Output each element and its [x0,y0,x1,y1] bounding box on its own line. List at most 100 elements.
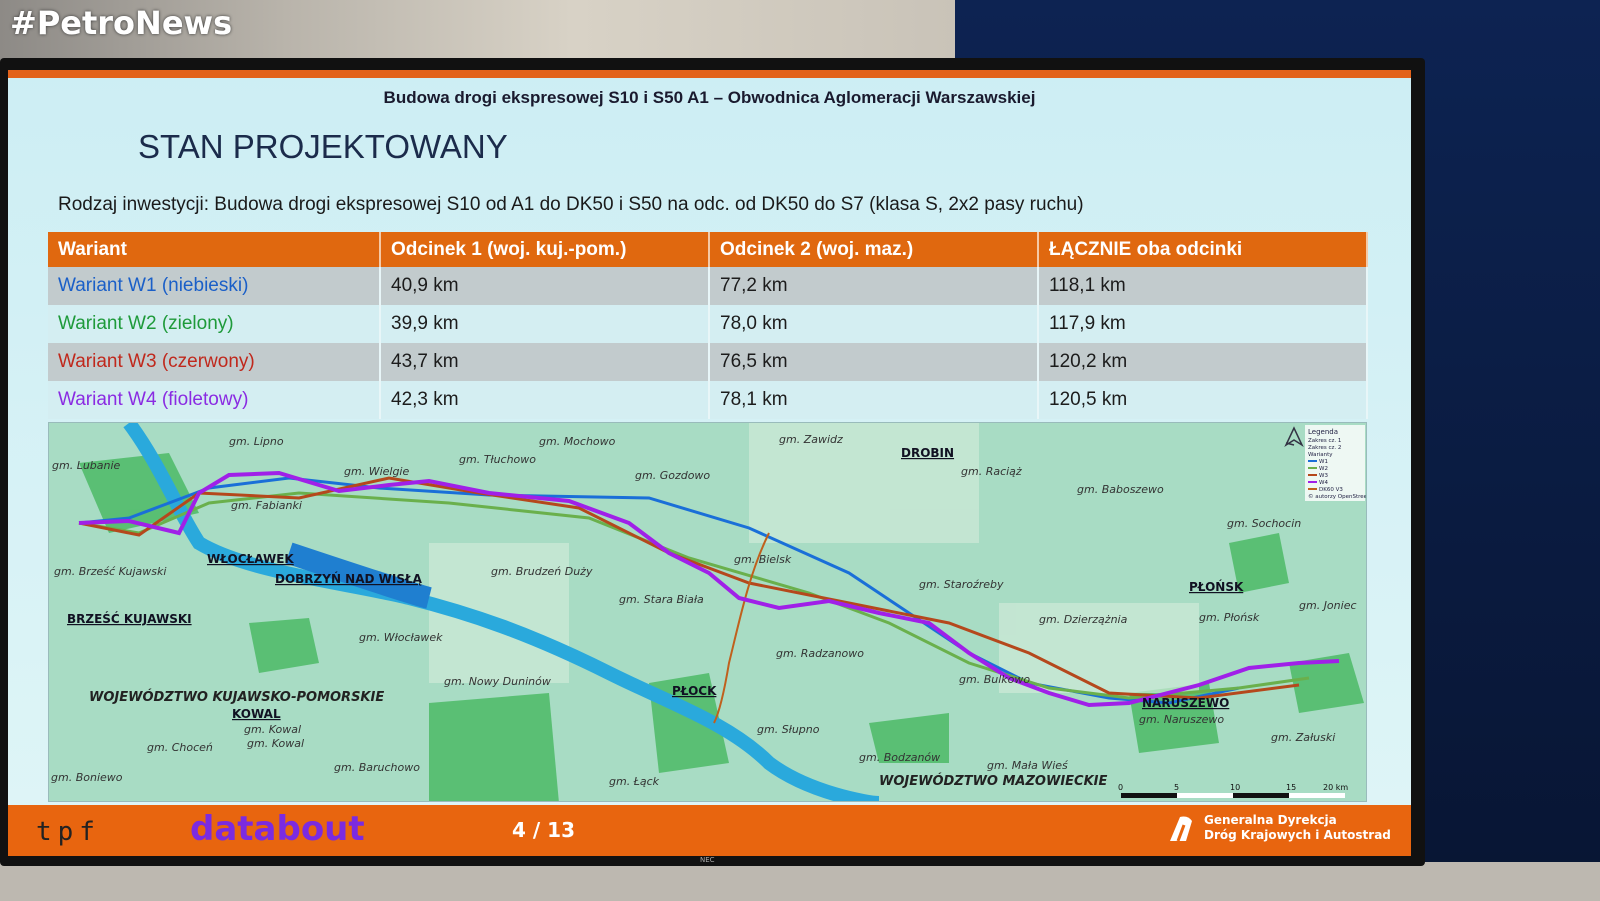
route-w2 [78,491,1310,700]
map-label: gm. Zawidz [779,433,843,446]
scale-bar: 0 5 10 15 20 km [1118,783,1348,798]
map-label: gm. Choceń [147,741,213,754]
scale-label: 5 [1174,783,1179,792]
table-row: Wariant W3 (czerwony) 43,7 km 76,5 km 120,2… [48,343,1368,381]
legend-item: W3 [1319,473,1328,479]
map-label: gm. Stara Biała [619,593,704,606]
scale-label: 0 [1118,783,1123,792]
map-label: gm. Mochowo [539,435,616,448]
column-header: Wariant [48,232,381,267]
map-label: gm. Baboszewo [1077,483,1164,496]
map-label: gm. Joniec [1299,599,1357,612]
map-label: gm. Bulkowo [959,673,1030,686]
scale-segment [1233,793,1289,798]
map-label: WOJEWÓDZTWO MAZOWIECKIE [879,773,1107,789]
legend-item: DK60 V3 [1319,487,1343,493]
map-label: gm. Radzanowo [776,647,864,660]
map-label: gm. Dzierzążnia [1039,613,1128,626]
scale-label: 10 [1230,783,1240,792]
map-label: BRZEŚĆ KUJAWSKI [67,611,192,626]
column-header: Odcinek 1 (woj. kuj.-pom.) [380,232,710,267]
databout-logo: databout [190,809,365,849]
variants-table: Wariant Odcinek 1 (woj. kuj.-pom.) Odcinek… [48,232,1368,419]
gddkia-logo-icon [1170,816,1192,842]
map-label: DROBIN [901,446,954,460]
vistula-river [123,423,880,801]
gddkia-line1: Generalna Dyrekcja [1204,813,1337,827]
map-label: gm. Nowy Duninów [444,675,551,688]
legend-item: Zakres cz. 2 [1308,445,1341,451]
floor [0,862,1600,901]
legend-item: W2 [1319,466,1328,472]
map-label: gm. Włocławek [359,631,443,644]
gddkia-name: Generalna Dyrekcja Dróg Krajowych i Autos… [1204,813,1391,843]
table-row: Wariant W1 (niebieski) 40,9 km 77,2 km 118,… [48,267,1368,305]
length-cell: 39,9 km [380,305,710,343]
map-label: gm. Boniewo [51,771,123,784]
map-label: gm. Tłuchowo [459,453,536,466]
slide-footer: tpf databout 4 / 13 Generalna Dyrekcja Dr… [8,805,1411,856]
map-label: PŁOCK [672,684,717,698]
scale-label: 15 [1286,783,1296,792]
map-label: gm. Raciąż [961,465,1022,478]
map-label: gm. Kowal [247,737,304,750]
map-label: gm. Kowal [244,723,301,736]
scale-segment [1289,793,1345,798]
length-cell: 42,3 km [380,381,710,419]
length-cell: 40,9 km [380,267,710,305]
column-header: ŁĄCZNIE oba odcinki [1038,232,1368,267]
map-label: gm. Naruszewo [1139,713,1224,726]
variant-name: Wariant W3 (czerwony) [48,343,381,381]
slide-title: STAN PROJEKTOWANY [138,128,508,165]
map-label: gm. Załuski [1271,731,1335,744]
length-cell: 76,5 km [709,343,1039,381]
length-cell: 78,0 km [709,305,1039,343]
legend-item: Zakres cz. 1 [1308,438,1341,444]
top-accent-bar [8,70,1411,78]
map-label: NARUSZEWO [1142,696,1229,710]
legend-item: W4 [1319,480,1328,486]
page-number: 4 / 13 [512,818,575,842]
map-label: gm. Lipno [229,435,284,448]
map-label: gm. Fabianki [231,499,302,512]
map-label: WOJEWÓDZTWO KUJAWSKO-POMORSKIE [89,689,384,705]
variant-name: Wariant W2 (zielony) [48,305,381,343]
legend-item: W1 [1319,459,1328,465]
map-label: gm. Baruchowo [334,761,420,774]
route-dk60 [713,532,770,724]
length-cell: 78,1 km [709,381,1039,419]
investment-description: Rodzaj inwestycji: Budowa drogi ekspreso… [58,194,1084,215]
map-label: gm. Płońsk [1199,611,1260,624]
scale-label: 20 km [1323,783,1348,792]
scale-segment [1121,793,1177,798]
map-label: gm. Słupno [757,723,820,736]
variant-name: Wariant W4 (fioletowy) [48,381,381,419]
map-label: WŁOCŁAWEK [207,552,294,566]
map-label: gm. Mała Wieś [987,759,1069,772]
map-label: KOWAL [232,707,281,721]
length-cell: 118,1 km [1038,267,1368,305]
length-cell: 120,5 km [1038,381,1368,419]
map-label: gm. Bielsk [734,553,792,566]
length-cell: 43,7 km [380,343,710,381]
map-label: gm. Sochocin [1227,517,1301,530]
legend-item: Warianty [1308,452,1333,458]
watermark: #PetroNews [10,4,233,42]
length-cell: 120,2 km [1038,343,1368,381]
table-row: Wariant W4 (fioletowy) 42,3 km 78,1 km 120,… [48,381,1368,419]
table-row: Wariant W2 (zielony) 39,9 km 78,0 km 117,9 … [48,305,1368,343]
map-label: gm. Lubanie [52,459,121,472]
map-label: gm. Wielgie [344,465,409,478]
map-label: PŁOŃSK [1189,579,1244,594]
map-label: DOBRZYŃ NAD WISŁĄ [275,571,423,586]
map-label: gm. Gozdowo [635,469,710,482]
map-label: gm. Brudzeń Duży [491,565,593,578]
gddkia-line2: Dróg Krajowych i Autostrad [1204,828,1391,842]
route-w4 [78,470,1340,708]
map-label: gm. Łąck [609,775,660,788]
legend-title: Legenda [1308,428,1338,436]
map-label: gm. Staroźreby [919,578,1004,591]
map-label: gm. Brześć Kujawski [54,565,166,578]
route-map: gm. Lipno gm. Lubanie gm. Wielgie gm. Tłuch… [48,422,1367,802]
